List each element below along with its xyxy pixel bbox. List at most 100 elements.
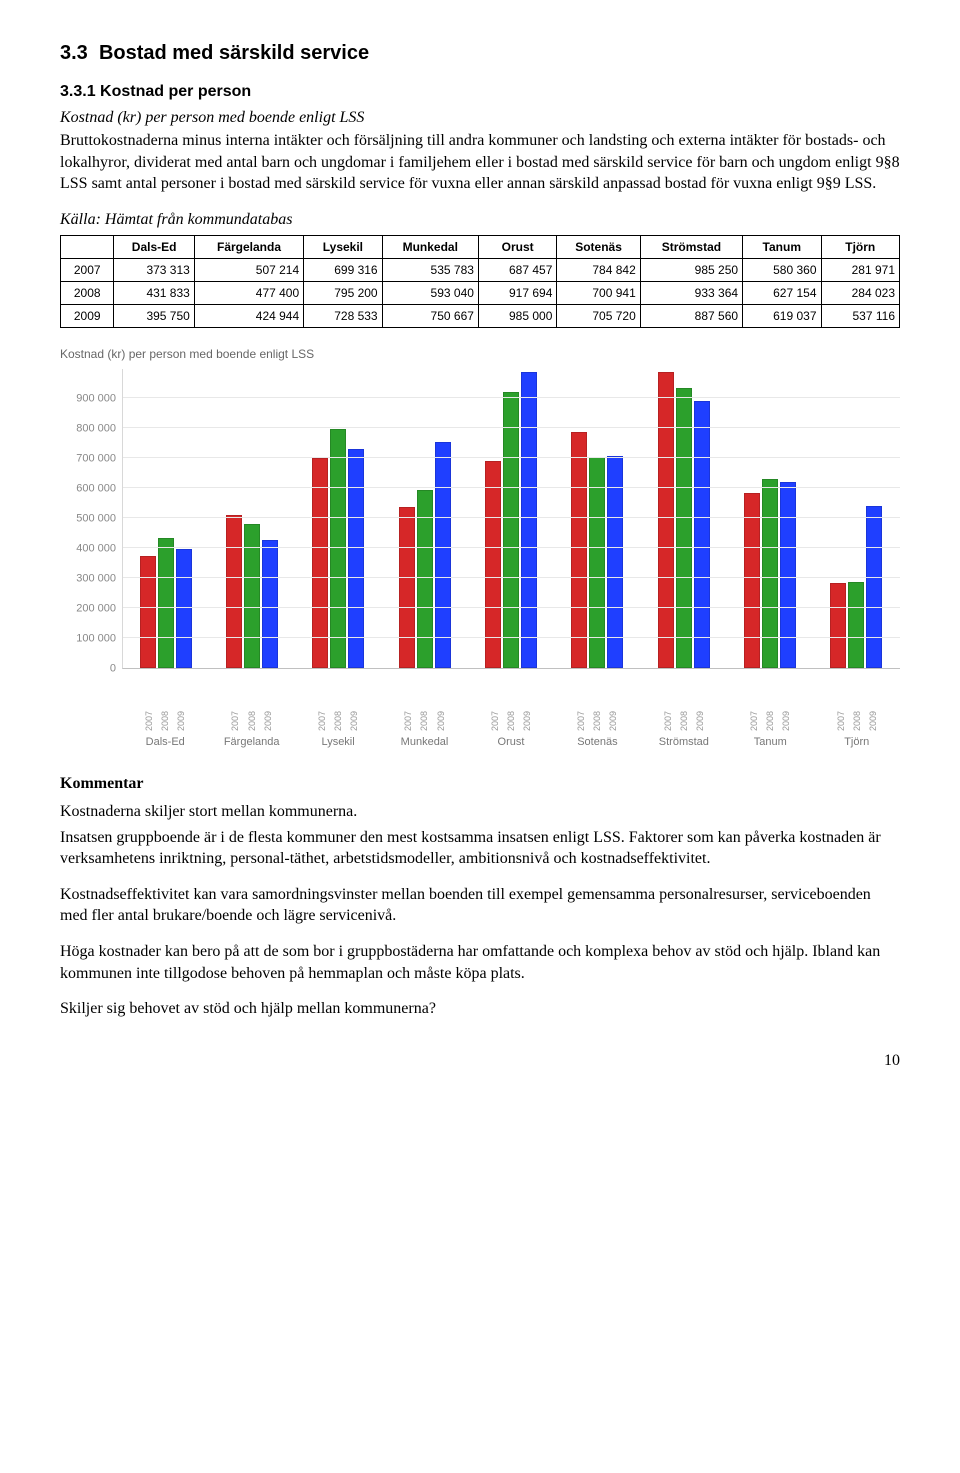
bar-group <box>123 369 209 668</box>
bar <box>226 515 242 667</box>
subsection-title: Kostnad per person <box>100 83 251 100</box>
chart-title: Kostnad (kr) per person med boende enlig… <box>60 346 900 362</box>
x-year-label: 2008 <box>159 711 171 731</box>
data-table: Dals-Ed Färgelanda Lysekil Munkedal Orus… <box>60 235 900 329</box>
y-tick-label: 200 000 <box>60 601 116 616</box>
bar <box>744 493 760 667</box>
bar <box>866 506 882 667</box>
col-header: Tjörn <box>821 235 900 258</box>
x-municipality-label: Munkedal <box>381 735 467 750</box>
bar-group <box>727 369 813 668</box>
grid-line <box>123 637 900 638</box>
row-year: 2008 <box>61 281 114 304</box>
x-year-label: 2009 <box>867 711 879 731</box>
table-cell: 728 533 <box>304 305 382 328</box>
x-group-label: 200720082009Dals-Ed <box>122 709 208 750</box>
bar-groups <box>123 369 900 668</box>
kommentar-p2: Insatsen gruppboende är i de flesta komm… <box>60 827 900 870</box>
x-year-label: 2008 <box>332 711 344 731</box>
page-number: 10 <box>60 1050 900 1072</box>
x-group-label: 200720082009Lysekil <box>295 709 381 750</box>
table-cell: 593 040 <box>382 281 478 304</box>
table-cell: 431 833 <box>114 281 194 304</box>
bar <box>399 507 415 668</box>
bar <box>330 429 346 668</box>
x-year-label: 2009 <box>694 711 706 731</box>
section-number: 3.3 <box>60 42 88 64</box>
table-cell: 750 667 <box>382 305 478 328</box>
x-year-label: 2007 <box>575 711 587 731</box>
y-tick-label: 500 000 <box>60 511 116 526</box>
x-years-row: 200720082009 <box>641 711 727 731</box>
x-municipality-label: Orust <box>468 735 554 750</box>
bar <box>830 583 846 668</box>
bar <box>435 442 451 667</box>
grid-line <box>123 577 900 578</box>
x-group-label: 200720082009Strömstad <box>641 709 727 750</box>
x-group-label: 200720082009 Munkedal <box>381 709 467 750</box>
x-year-label: 2007 <box>143 711 155 731</box>
grid-line <box>123 487 900 488</box>
bar-group <box>209 369 295 668</box>
bar <box>848 582 864 667</box>
chart-container: Kostnad (kr) per person med boende enlig… <box>60 346 900 749</box>
y-tick-label: 900 000 <box>60 391 116 406</box>
row-year: 2009 <box>61 305 114 328</box>
x-municipality-label: Tjörn <box>814 735 900 750</box>
table-cell: 507 214 <box>194 258 303 281</box>
y-tick-label: 400 000 <box>60 541 116 556</box>
kommentar-p4: Höga kostnader kan bero på att de som bo… <box>60 941 900 984</box>
table-cell: 537 116 <box>821 305 900 328</box>
bar <box>676 388 692 668</box>
table-cell: 619 037 <box>743 305 821 328</box>
x-years-row: 200720082009 <box>122 711 208 731</box>
bar <box>348 449 364 668</box>
y-tick-label: 0 <box>60 661 116 676</box>
col-header: Lysekil <box>304 235 382 258</box>
x-group-label: 2007 2008 2009 Tjörn <box>814 709 900 750</box>
y-tick-label: 800 000 <box>60 421 116 436</box>
table-header-row: Dals-Ed Färgelanda Lysekil Munkedal Orus… <box>61 235 900 258</box>
x-group-label: 200720082009Sotenäs <box>554 709 640 750</box>
bar-group <box>641 369 727 668</box>
table-cell: 424 944 <box>194 305 303 328</box>
grid-line <box>123 517 900 518</box>
x-year-label: 2007 <box>489 711 501 731</box>
kommentar-heading: Kommentar <box>60 773 900 795</box>
x-municipality-label: Färgelanda <box>208 735 294 750</box>
table-cell: 687 457 <box>478 258 556 281</box>
bar <box>521 372 537 668</box>
col-header: Sotenäs <box>557 235 640 258</box>
table-cell: 281 971 <box>821 258 900 281</box>
x-year-label: 2007 <box>835 711 847 731</box>
x-year-label: 2007 <box>748 711 760 731</box>
x-year-label: 2008 <box>851 711 863 731</box>
table-cell: 887 560 <box>640 305 742 328</box>
kommentar-p5: Skiljer sig behovet av stöd och hjälp me… <box>60 998 900 1020</box>
bar <box>780 482 796 668</box>
bar <box>140 556 156 668</box>
grid-line <box>123 547 900 548</box>
x-years-row: 200720082009 <box>381 711 467 731</box>
table-corner <box>61 235 114 258</box>
x-years-row: 200720082009 <box>208 711 294 731</box>
x-year-label: 2007 <box>662 711 674 731</box>
table-cell: 699 316 <box>304 258 382 281</box>
grid-line <box>123 427 900 428</box>
x-year-label: 2009 <box>521 711 533 731</box>
x-year-label: 2009 <box>262 711 274 731</box>
grid-line <box>123 607 900 608</box>
table-cell: 795 200 <box>304 281 382 304</box>
x-years-row: 200720082009 <box>295 711 381 731</box>
chart-plot <box>122 369 900 669</box>
bar <box>658 372 674 668</box>
table-cell: 933 364 <box>640 281 742 304</box>
col-header: Tanum <box>743 235 821 258</box>
y-tick-label: 700 000 <box>60 451 116 466</box>
x-year-label: 2009 <box>348 711 360 731</box>
x-municipality-label: Tanum <box>727 735 813 750</box>
x-year-label: 2007 <box>402 711 414 731</box>
x-years-row: 200720082009 <box>468 711 554 731</box>
x-year-label: 2009 <box>435 711 447 731</box>
bar <box>762 479 778 667</box>
